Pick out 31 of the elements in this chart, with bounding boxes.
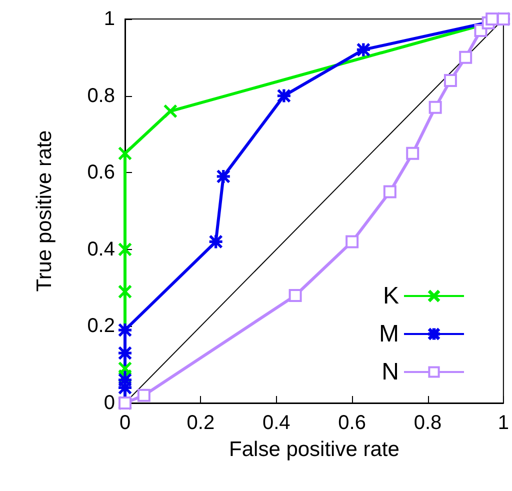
y-tick-label: 0.4: [87, 238, 115, 260]
x-tick-label: 0: [119, 412, 131, 434]
y-tick-label: 0.2: [87, 315, 115, 338]
x-tick-label: 0.4: [262, 412, 290, 434]
point: [118, 285, 132, 298]
point: [459, 50, 472, 64]
point: [118, 242, 132, 256]
y-tick-label: 1: [104, 8, 115, 30]
x-tick-label: 0.8: [414, 412, 442, 434]
legend-label: M: [379, 320, 399, 348]
legend-label: K: [382, 282, 399, 310]
point: [288, 288, 302, 302]
point: [137, 388, 150, 402]
point: [118, 362, 132, 375]
x-axis-title: False positive rate: [229, 438, 400, 461]
point: [486, 12, 499, 26]
point: [428, 100, 442, 114]
y-axis-title: True positive rate: [33, 130, 56, 292]
y-tick-label: 0: [104, 392, 115, 414]
point: [406, 146, 420, 160]
x-tick-label: 0.6: [338, 412, 366, 434]
point: [118, 146, 132, 160]
point: [444, 74, 457, 87]
point: [383, 185, 396, 198]
point: [164, 104, 177, 118]
x-tick-label: 1: [498, 412, 509, 434]
legend-label: N: [382, 358, 399, 386]
y-tick-label: 0.8: [87, 84, 115, 107]
point: [346, 235, 359, 248]
x-tick-label: 0.2: [186, 412, 215, 434]
y-tick-label: 0.6: [87, 162, 115, 184]
